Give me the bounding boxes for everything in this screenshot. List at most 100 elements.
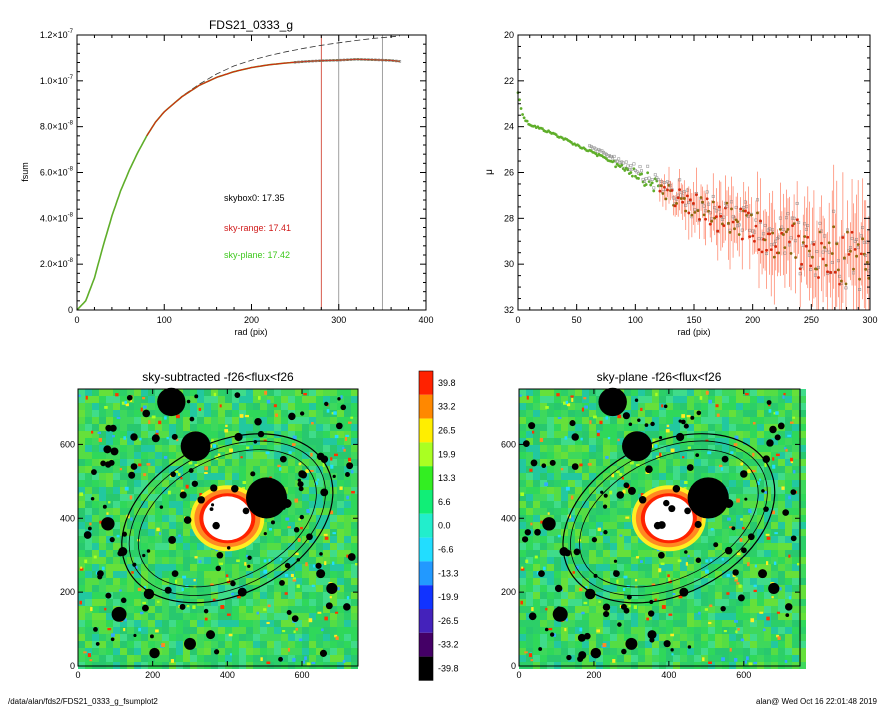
noise-cell: [197, 389, 204, 396]
mask-dot: [686, 464, 694, 471]
noise-cell: [92, 445, 99, 452]
noise-cell: [134, 655, 141, 662]
noise-cell: [596, 452, 603, 459]
colorbar-swatch: [419, 418, 433, 443]
noise-speck: [597, 430, 600, 434]
noise-cell: [281, 585, 288, 592]
mask-blob: [184, 637, 196, 650]
noise-cell: [239, 403, 246, 410]
noise-cell: [673, 606, 680, 613]
noise-cell: [624, 536, 631, 543]
noise-cell: [316, 536, 323, 543]
noise-cell: [708, 536, 715, 543]
noise-cell: [99, 424, 106, 431]
noise-cell: [778, 438, 785, 445]
noise-cell: [99, 655, 106, 662]
noise-speck: [668, 579, 672, 584]
noise-cell: [92, 452, 99, 459]
mu-point: [852, 267, 855, 271]
x-tick-label: 0: [74, 315, 79, 325]
noise-cell: [309, 501, 316, 508]
gray-point: [778, 216, 782, 220]
noise-cell: [778, 592, 785, 599]
noise-speck: [734, 658, 738, 662]
noise-cell: [687, 410, 694, 417]
noise-cell: [757, 606, 764, 613]
noise-speck: [337, 587, 340, 591]
gray-point: [820, 229, 823, 233]
noise-cell: [281, 445, 288, 452]
noise-cell: [344, 543, 351, 550]
noise-cell: [281, 599, 288, 606]
mask-dot: [521, 536, 529, 543]
noise-cell: [701, 543, 708, 550]
noise-cell: [750, 648, 757, 655]
noise-speck: [545, 607, 548, 611]
mu-point: [768, 232, 772, 236]
noise-cell: [281, 634, 288, 641]
x-tick-label: 400: [418, 315, 433, 325]
noise-cell: [78, 424, 85, 431]
mask-dot: [316, 452, 325, 461]
noise-cell: [316, 424, 323, 431]
mask-dot: [159, 505, 164, 509]
mask-dot: [337, 397, 341, 401]
noise-cell: [778, 410, 785, 417]
noise-cell: [253, 613, 260, 620]
noise-cell: [134, 515, 141, 522]
noise-cell: [708, 473, 715, 480]
aperture-ellipse: [128, 440, 326, 596]
noise-cell: [204, 431, 211, 438]
noise-cell: [218, 466, 225, 473]
noise-cell: [295, 634, 302, 641]
noise-cell: [771, 515, 778, 522]
y-tick-label: 8.0×10-8: [40, 121, 74, 132]
mask-dot: [616, 491, 625, 499]
noise-cell: [533, 508, 540, 515]
noise-cell: [757, 585, 764, 592]
noise-cell: [652, 606, 659, 613]
noise-cell: [652, 648, 659, 655]
noise-cell: [673, 431, 680, 438]
noise-cell: [176, 543, 183, 550]
noise-cell: [78, 648, 85, 655]
noise-cell: [99, 480, 106, 487]
fsum-point: [391, 59, 395, 62]
noise-cell: [120, 389, 127, 396]
noise-cell: [715, 473, 722, 480]
noise-cell: [85, 424, 92, 431]
noise-speck: [565, 486, 570, 491]
noise-cell: [715, 564, 722, 571]
noise-cell: [526, 648, 533, 655]
noise-cell: [260, 389, 267, 396]
noise-cell: [561, 585, 568, 592]
mask-dot: [604, 404, 612, 412]
noise-cell: [582, 578, 589, 585]
noise-cell: [596, 557, 603, 564]
noise-cell: [631, 564, 638, 571]
noise-cell: [554, 571, 561, 578]
noise-cell: [113, 389, 120, 396]
mu-point: [521, 113, 524, 116]
mu-point: [835, 242, 839, 246]
noise-cell: [148, 515, 155, 522]
noise-cell: [652, 634, 659, 641]
noise-cell: [722, 410, 729, 417]
noise-speck: [583, 397, 587, 400]
noise-cell: [708, 585, 715, 592]
noise-cell: [288, 438, 295, 445]
noise-cell: [568, 403, 575, 410]
noise-cell: [533, 606, 540, 613]
noise-cell: [134, 606, 141, 613]
mu-point: [631, 174, 634, 178]
noise-cell: [148, 508, 155, 515]
noise-cell: [554, 417, 561, 424]
noise-speck: [560, 467, 564, 471]
mask-dot: [109, 518, 113, 523]
noise-cell: [295, 424, 302, 431]
noise-cell: [596, 522, 603, 529]
noise-cell: [239, 410, 246, 417]
noise-speck: [80, 566, 83, 569]
noise-cell: [631, 536, 638, 543]
noise-cell: [344, 599, 351, 606]
